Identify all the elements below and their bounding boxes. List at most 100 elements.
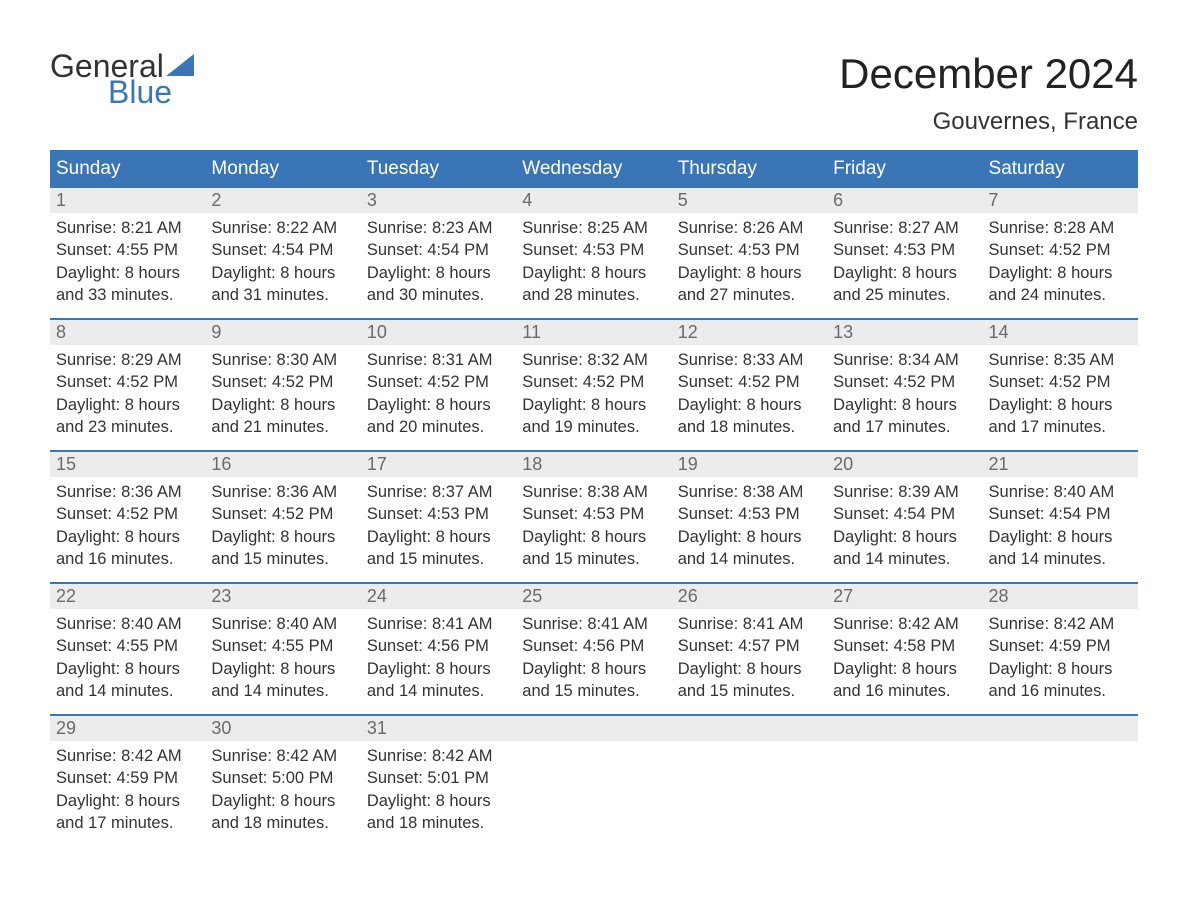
sunset-line: Sunset: 4:52 PM bbox=[522, 371, 665, 393]
day-cell: 21Sunrise: 8:40 AMSunset: 4:54 PMDayligh… bbox=[983, 452, 1138, 582]
sunset-line: Sunset: 4:53 PM bbox=[678, 239, 821, 261]
sunrise-line: Sunrise: 8:29 AM bbox=[56, 349, 199, 371]
day-cell bbox=[983, 716, 1138, 846]
daylight-line: Daylight: 8 hours and 15 minutes. bbox=[522, 526, 665, 571]
daylight-line: Daylight: 8 hours and 14 minutes. bbox=[367, 658, 510, 703]
day-number: 17 bbox=[361, 452, 516, 477]
week-row: 29Sunrise: 8:42 AMSunset: 4:59 PMDayligh… bbox=[50, 714, 1138, 846]
daylight-line: Daylight: 8 hours and 18 minutes. bbox=[678, 394, 821, 439]
day-body: Sunrise: 8:27 AMSunset: 4:53 PMDaylight:… bbox=[827, 213, 982, 316]
day-number: 19 bbox=[672, 452, 827, 477]
sunrise-line: Sunrise: 8:32 AM bbox=[522, 349, 665, 371]
sunrise-line: Sunrise: 8:25 AM bbox=[522, 217, 665, 239]
sunset-line: Sunset: 4:52 PM bbox=[211, 503, 354, 525]
sunset-line: Sunset: 4:52 PM bbox=[989, 239, 1132, 261]
daylight-line: Daylight: 8 hours and 21 minutes. bbox=[211, 394, 354, 439]
sunrise-line: Sunrise: 8:41 AM bbox=[678, 613, 821, 635]
day-number: 4 bbox=[516, 188, 671, 213]
day-cell: 19Sunrise: 8:38 AMSunset: 4:53 PMDayligh… bbox=[672, 452, 827, 582]
day-number bbox=[983, 716, 1138, 741]
sunrise-line: Sunrise: 8:21 AM bbox=[56, 217, 199, 239]
day-cell: 30Sunrise: 8:42 AMSunset: 5:00 PMDayligh… bbox=[205, 716, 360, 846]
daylight-line: Daylight: 8 hours and 15 minutes. bbox=[367, 526, 510, 571]
day-number: 23 bbox=[205, 584, 360, 609]
daylight-line: Daylight: 8 hours and 14 minutes. bbox=[211, 658, 354, 703]
day-cell: 5Sunrise: 8:26 AMSunset: 4:53 PMDaylight… bbox=[672, 188, 827, 318]
daylight-line: Daylight: 8 hours and 24 minutes. bbox=[989, 262, 1132, 307]
day-header-cell: Monday bbox=[205, 150, 360, 188]
sunset-line: Sunset: 4:54 PM bbox=[833, 503, 976, 525]
day-number: 29 bbox=[50, 716, 205, 741]
day-number: 5 bbox=[672, 188, 827, 213]
day-body: Sunrise: 8:26 AMSunset: 4:53 PMDaylight:… bbox=[672, 213, 827, 316]
daylight-line: Daylight: 8 hours and 14 minutes. bbox=[833, 526, 976, 571]
day-body: Sunrise: 8:42 AMSunset: 5:01 PMDaylight:… bbox=[361, 741, 516, 844]
day-body: Sunrise: 8:40 AMSunset: 4:55 PMDaylight:… bbox=[50, 609, 205, 712]
day-number bbox=[672, 716, 827, 741]
daylight-line: Daylight: 8 hours and 15 minutes. bbox=[522, 658, 665, 703]
sunrise-line: Sunrise: 8:40 AM bbox=[211, 613, 354, 635]
day-number: 11 bbox=[516, 320, 671, 345]
week-row: 8Sunrise: 8:29 AMSunset: 4:52 PMDaylight… bbox=[50, 318, 1138, 450]
day-number: 13 bbox=[827, 320, 982, 345]
sunrise-line: Sunrise: 8:28 AM bbox=[989, 217, 1132, 239]
sunset-line: Sunset: 4:52 PM bbox=[367, 371, 510, 393]
day-body: Sunrise: 8:38 AMSunset: 4:53 PMDaylight:… bbox=[672, 477, 827, 580]
sunset-line: Sunset: 4:52 PM bbox=[56, 371, 199, 393]
sunset-line: Sunset: 4:56 PM bbox=[522, 635, 665, 657]
sunset-line: Sunset: 4:52 PM bbox=[678, 371, 821, 393]
sunrise-line: Sunrise: 8:37 AM bbox=[367, 481, 510, 503]
day-number bbox=[516, 716, 671, 741]
sunset-line: Sunset: 4:57 PM bbox=[678, 635, 821, 657]
day-body: Sunrise: 8:42 AMSunset: 5:00 PMDaylight:… bbox=[205, 741, 360, 844]
day-cell: 7Sunrise: 8:28 AMSunset: 4:52 PMDaylight… bbox=[983, 188, 1138, 318]
day-body: Sunrise: 8:34 AMSunset: 4:52 PMDaylight:… bbox=[827, 345, 982, 448]
day-body: Sunrise: 8:41 AMSunset: 4:56 PMDaylight:… bbox=[361, 609, 516, 712]
day-body: Sunrise: 8:36 AMSunset: 4:52 PMDaylight:… bbox=[205, 477, 360, 580]
daylight-line: Daylight: 8 hours and 16 minutes. bbox=[833, 658, 976, 703]
sunset-line: Sunset: 4:52 PM bbox=[833, 371, 976, 393]
sunrise-line: Sunrise: 8:27 AM bbox=[833, 217, 976, 239]
sunset-line: Sunset: 4:52 PM bbox=[211, 371, 354, 393]
daylight-line: Daylight: 8 hours and 15 minutes. bbox=[211, 526, 354, 571]
sunrise-line: Sunrise: 8:42 AM bbox=[367, 745, 510, 767]
sunset-line: Sunset: 4:59 PM bbox=[989, 635, 1132, 657]
day-cell: 1Sunrise: 8:21 AMSunset: 4:55 PMDaylight… bbox=[50, 188, 205, 318]
sunset-line: Sunset: 4:52 PM bbox=[56, 503, 199, 525]
day-number: 24 bbox=[361, 584, 516, 609]
day-cell: 8Sunrise: 8:29 AMSunset: 4:52 PMDaylight… bbox=[50, 320, 205, 450]
sunrise-line: Sunrise: 8:42 AM bbox=[211, 745, 354, 767]
daylight-line: Daylight: 8 hours and 14 minutes. bbox=[56, 658, 199, 703]
sunset-line: Sunset: 4:52 PM bbox=[989, 371, 1132, 393]
day-cell: 20Sunrise: 8:39 AMSunset: 4:54 PMDayligh… bbox=[827, 452, 982, 582]
sunrise-line: Sunrise: 8:35 AM bbox=[989, 349, 1132, 371]
daylight-line: Daylight: 8 hours and 23 minutes. bbox=[56, 394, 199, 439]
day-cell bbox=[827, 716, 982, 846]
day-cell bbox=[672, 716, 827, 846]
day-number: 3 bbox=[361, 188, 516, 213]
day-header-cell: Wednesday bbox=[516, 150, 671, 188]
sunset-line: Sunset: 4:53 PM bbox=[367, 503, 510, 525]
day-cell: 12Sunrise: 8:33 AMSunset: 4:52 PMDayligh… bbox=[672, 320, 827, 450]
day-number: 18 bbox=[516, 452, 671, 477]
day-cell: 15Sunrise: 8:36 AMSunset: 4:52 PMDayligh… bbox=[50, 452, 205, 582]
day-body: Sunrise: 8:38 AMSunset: 4:53 PMDaylight:… bbox=[516, 477, 671, 580]
day-cell: 31Sunrise: 8:42 AMSunset: 5:01 PMDayligh… bbox=[361, 716, 516, 846]
day-body: Sunrise: 8:25 AMSunset: 4:53 PMDaylight:… bbox=[516, 213, 671, 316]
week-row: 1Sunrise: 8:21 AMSunset: 4:55 PMDaylight… bbox=[50, 188, 1138, 318]
logo-text-blue: Blue bbox=[108, 76, 194, 108]
daylight-line: Daylight: 8 hours and 33 minutes. bbox=[56, 262, 199, 307]
day-header-row: SundayMondayTuesdayWednesdayThursdayFrid… bbox=[50, 150, 1138, 188]
day-number: 20 bbox=[827, 452, 982, 477]
day-body: Sunrise: 8:42 AMSunset: 4:58 PMDaylight:… bbox=[827, 609, 982, 712]
day-cell: 11Sunrise: 8:32 AMSunset: 4:52 PMDayligh… bbox=[516, 320, 671, 450]
sunrise-line: Sunrise: 8:40 AM bbox=[989, 481, 1132, 503]
sunset-line: Sunset: 4:53 PM bbox=[522, 503, 665, 525]
day-number: 21 bbox=[983, 452, 1138, 477]
sunrise-line: Sunrise: 8:42 AM bbox=[56, 745, 199, 767]
daylight-line: Daylight: 8 hours and 20 minutes. bbox=[367, 394, 510, 439]
day-number: 16 bbox=[205, 452, 360, 477]
day-body: Sunrise: 8:42 AMSunset: 4:59 PMDaylight:… bbox=[983, 609, 1138, 712]
daylight-line: Daylight: 8 hours and 16 minutes. bbox=[56, 526, 199, 571]
day-cell: 24Sunrise: 8:41 AMSunset: 4:56 PMDayligh… bbox=[361, 584, 516, 714]
